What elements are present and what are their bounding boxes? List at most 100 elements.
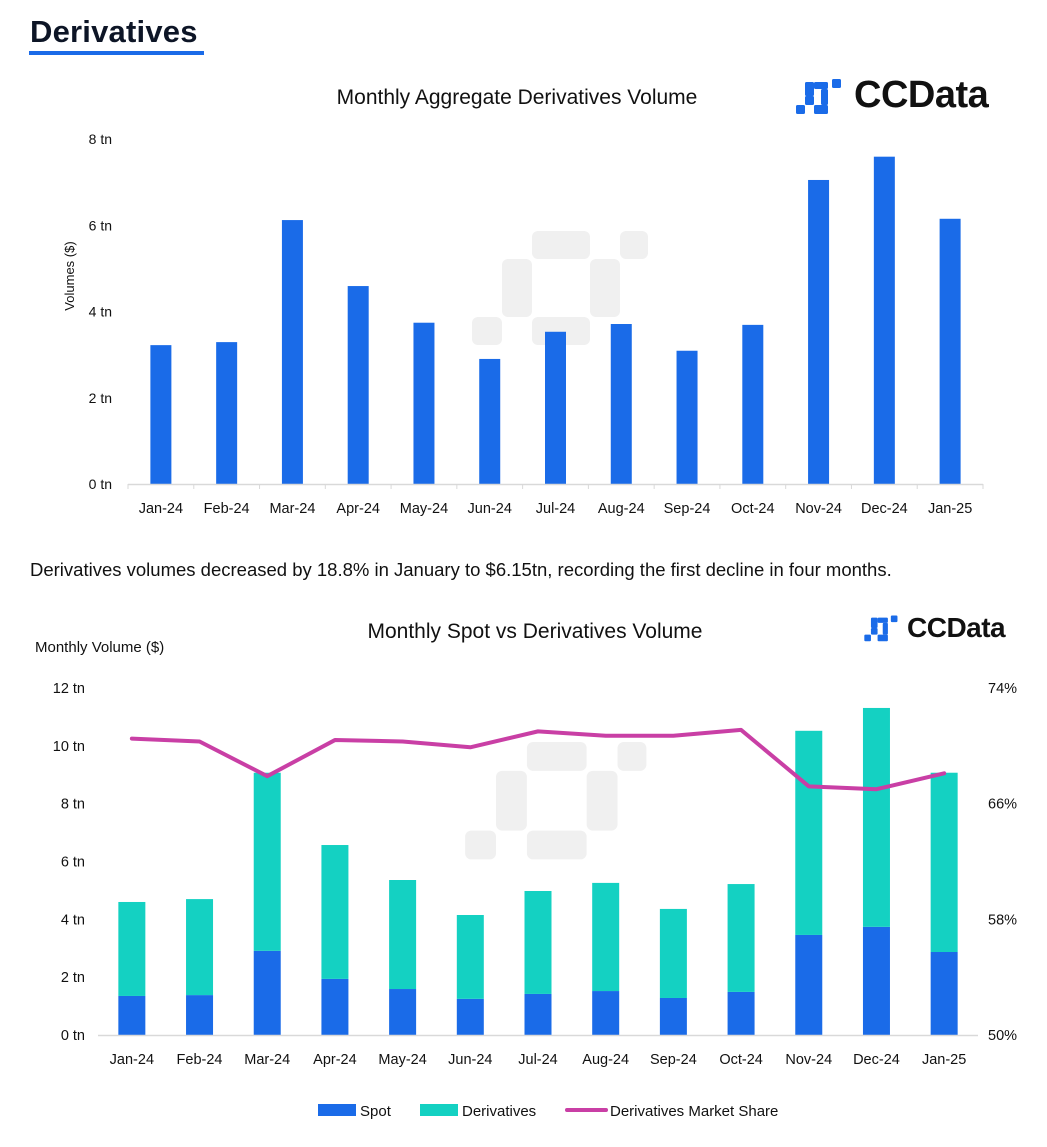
bar-aug-24 (610, 324, 632, 484)
x-tick-label: Jan-24 (110, 1052, 154, 1068)
watermark-block (532, 231, 590, 259)
derivatives-bar-aug-24 (592, 882, 620, 992)
bar-dec-24 (873, 156, 895, 484)
y2-tick-label: 50% (988, 1028, 1017, 1044)
y-tick-label: 10 tn (53, 739, 85, 755)
derivatives-bar-nov-24 (795, 730, 823, 935)
y-axis-label: Volumes ($) (62, 241, 77, 310)
bar-feb-24 (216, 342, 238, 484)
spot-bar-sep-24 (659, 997, 687, 1035)
spot-bar-jan-25 (930, 952, 958, 1035)
x-tick-label: Mar-24 (269, 501, 315, 517)
x-tick-label: Dec-24 (861, 501, 908, 517)
derivatives-bar-jun-24 (456, 914, 484, 999)
section-title: Derivatives (30, 14, 198, 49)
legend-label-spot: Spot (360, 1103, 392, 1120)
logo-text: CCData (854, 74, 989, 116)
chart-title: Monthly Aggregate Derivatives Volume (337, 86, 698, 109)
spot-bar-oct-24 (727, 991, 755, 1035)
derivatives-bar-jan-24 (118, 901, 146, 996)
y-tick-label: 2 tn (61, 970, 85, 986)
y-tick-label: 0 tn (61, 1028, 85, 1044)
spot-bar-jul-24 (524, 993, 552, 1035)
watermark-block (465, 830, 496, 860)
spot-bar-mar-24 (253, 950, 281, 1035)
x-tick-label: Feb-24 (204, 501, 250, 517)
x-tick-label: Aug-24 (598, 501, 645, 517)
spot-bar-apr-24 (321, 978, 349, 1035)
watermark-block (496, 770, 527, 831)
x-tick-label: Jun-24 (468, 501, 512, 517)
derivatives-bar-apr-24 (321, 845, 349, 979)
ccdata-logo-icon (864, 615, 898, 642)
x-tick-label: May-24 (400, 501, 448, 517)
spot-bar-dec-24 (862, 926, 890, 1035)
x-tick-label: Jul-24 (536, 501, 576, 517)
watermark-block (620, 231, 648, 259)
y-tick-label: 6 tn (89, 217, 112, 233)
y-tick-label: 0 tn (89, 476, 112, 492)
bar-sep-24 (676, 350, 698, 484)
summary-text: Derivatives volumes decreased by 18.8% i… (30, 559, 892, 580)
spot-bar-feb-24 (186, 995, 214, 1035)
y-tick-label: 12 tn (53, 681, 85, 697)
derivatives-bar-may-24 (389, 880, 417, 990)
y-tick-label: 4 tn (89, 304, 112, 320)
watermark-block (617, 742, 647, 771)
bar-nov-24 (808, 179, 830, 484)
legend: Spot Derivatives Derivatives Market Share (318, 1103, 778, 1120)
derivatives-bar-feb-24 (186, 899, 214, 996)
y2-tick-label: 58% (988, 912, 1017, 928)
ccdata-logo-bottom: CCData (864, 612, 1006, 644)
watermark-logo (465, 742, 647, 860)
watermark-block (590, 259, 620, 317)
bar-jan-24 (150, 345, 172, 484)
x-tick-label: Mar-24 (244, 1052, 290, 1068)
bar-may-24 (413, 322, 435, 484)
x-tick-label: Aug-24 (582, 1052, 629, 1068)
legend-swatch-spot (318, 1104, 356, 1116)
x-tick-label: Sep-24 (650, 1052, 697, 1068)
derivatives-bar-oct-24 (727, 884, 755, 992)
x-tick-label: Oct-24 (731, 501, 775, 517)
x-tick-label: Jan-25 (928, 501, 972, 517)
y2-tick-label: 66% (988, 797, 1017, 813)
x-tick-label: May-24 (378, 1052, 426, 1068)
watermark-block (472, 317, 502, 345)
bar-jan-25 (939, 218, 961, 484)
spot-bar-aug-24 (592, 991, 620, 1035)
ccdata-logo-icon (796, 78, 841, 114)
derivatives-bar-dec-24 (862, 707, 890, 927)
legend-label-derivatives: Derivatives (462, 1103, 536, 1120)
watermark-logo (472, 231, 648, 345)
spot-bar-nov-24 (795, 934, 823, 1035)
chart-title: Monthly Spot vs Derivatives Volume (368, 620, 703, 643)
y-tick-label: 2 tn (89, 390, 112, 406)
y-axis-label: Monthly Volume ($) (35, 639, 164, 656)
x-tick-label: Apr-24 (336, 501, 380, 517)
x-tick-label: Jan-24 (139, 501, 183, 517)
derivatives-bar-jan-25 (930, 772, 958, 953)
market-share-line (129, 727, 947, 792)
x-tick-label: Jul-24 (518, 1052, 558, 1068)
section-title-underline (29, 51, 204, 55)
y2-tick-label: 74% (988, 681, 1017, 697)
legend-label-market-share: Derivatives Market Share (610, 1103, 778, 1120)
derivatives-bar-mar-24 (253, 772, 281, 951)
bar-jul-24 (545, 331, 566, 484)
x-tick-label: Nov-24 (785, 1052, 832, 1068)
spot-bar-jun-24 (456, 998, 484, 1035)
watermark-block (586, 770, 618, 831)
x-tick-label: Feb-24 (177, 1052, 223, 1068)
watermark-block (526, 830, 587, 860)
y-tick-label: 8 tn (61, 797, 85, 813)
y-tick-label: 8 tn (89, 131, 112, 147)
watermark-block (502, 259, 532, 317)
bar-jun-24 (479, 358, 501, 484)
x-tick-label: Dec-24 (853, 1052, 900, 1068)
x-tick-label: Nov-24 (795, 501, 842, 517)
bar-apr-24 (347, 286, 369, 484)
aggregate-derivatives-volume-chart: Monthly Aggregate Derivatives Volume Vol… (62, 86, 984, 517)
watermark-block (526, 742, 587, 771)
y-tick-label: 4 tn (61, 912, 85, 928)
